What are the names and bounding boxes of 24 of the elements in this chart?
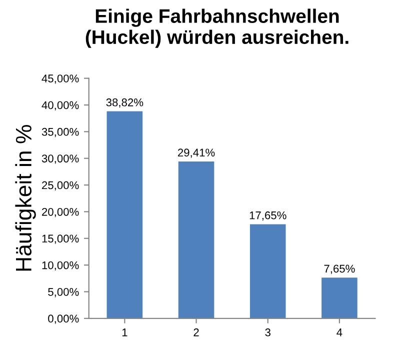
y-tick-label: 40,00% [42, 101, 79, 110]
y-tick-label: 20,00% [42, 208, 79, 218]
y-tick-label: 25,00% [42, 181, 79, 190]
bar [250, 224, 286, 318]
y-tick-label: 5,00% [48, 288, 79, 298]
y-axis-title: Häufigkeit in % [15, 125, 36, 271]
data-label: 7,65% [324, 264, 355, 274]
y-tick-label: 45,00% [42, 74, 79, 84]
x-tick-label: 2 [194, 328, 199, 336]
bar [178, 161, 214, 318]
chart-title: Einige Fahrbahnschwellen (Huckel) würden ausreichen. [86, 8, 348, 48]
data-label: 29,41% [178, 148, 215, 158]
y-tick-label: 0,00% [48, 314, 79, 324]
data-label: 38,82% [106, 98, 144, 108]
x-tick-label: 1 [122, 328, 128, 336]
y-tick-label: 10,00% [42, 261, 79, 271]
x-tick-label: 3 [265, 328, 270, 336]
y-tick-label: 35,00% [42, 128, 79, 138]
bar [106, 111, 143, 318]
bar [322, 278, 358, 318]
x-tick-label: 4 [336, 328, 342, 336]
data-label: 17,65% [250, 211, 286, 221]
y-tick-label: 15,00% [42, 234, 79, 244]
y-tick-label: 30,00% [42, 154, 79, 164]
